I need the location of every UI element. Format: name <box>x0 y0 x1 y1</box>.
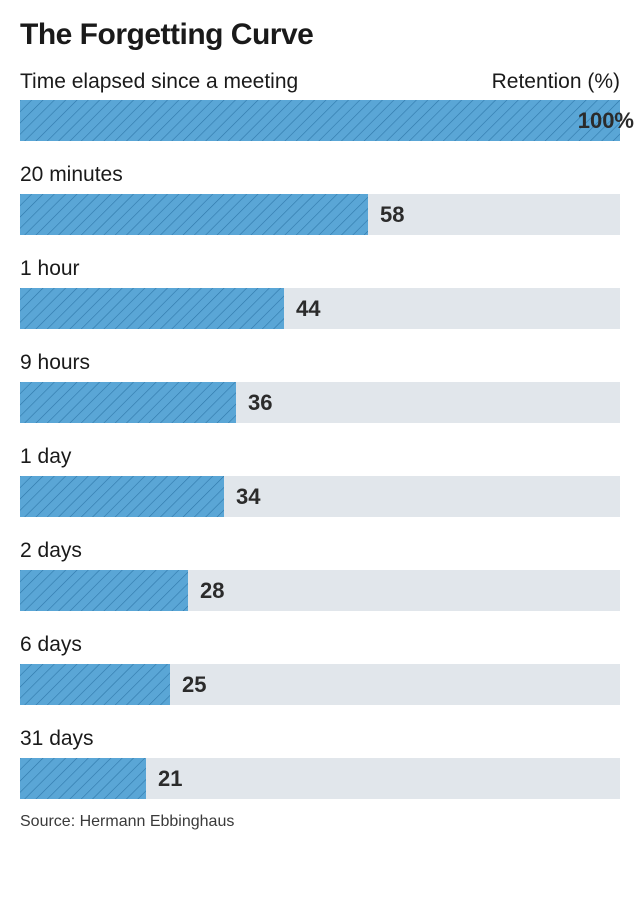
bar-label: 20 minutes <box>20 163 620 189</box>
bar-fill <box>20 758 146 799</box>
bar-row: 31 days 21 <box>20 727 620 799</box>
bar-track: 100% <box>20 100 620 141</box>
y-axis-label: Retention (%) <box>492 70 620 94</box>
bar-fill <box>20 194 368 235</box>
bar-fill <box>20 476 224 517</box>
x-axis-label: Time elapsed since a meeting <box>20 70 298 94</box>
bar-label: 31 days <box>20 727 620 753</box>
bar-fill <box>20 382 236 423</box>
bar-label: 1 hour <box>20 257 620 283</box>
bar-row: 100% <box>20 100 620 141</box>
bar-fill <box>20 288 284 329</box>
bar-fill <box>20 570 188 611</box>
axis-labels: Time elapsed since a meeting Retention (… <box>20 70 620 94</box>
bar-row: 6 days 25 <box>20 633 620 705</box>
bar-value: 21 <box>158 766 182 792</box>
bar-value: 44 <box>296 296 320 322</box>
chart-container: The Forgetting Curve Time elapsed since … <box>0 0 640 843</box>
bar-track: 21 <box>20 758 620 799</box>
bar-value: 58 <box>380 202 404 228</box>
bar-label: 2 days <box>20 539 620 565</box>
bar-label: 6 days <box>20 633 620 659</box>
bar-track: 36 <box>20 382 620 423</box>
bar-label: 9 hours <box>20 351 620 377</box>
bar-row: 9 hours 36 <box>20 351 620 423</box>
bar-track: 25 <box>20 664 620 705</box>
bar-fill <box>20 100 620 141</box>
bar-value: 25 <box>182 672 206 698</box>
bar-row: 1 hour 44 <box>20 257 620 329</box>
bar-track: 44 <box>20 288 620 329</box>
chart-title: The Forgetting Curve <box>20 18 620 52</box>
bar-value: 100% <box>578 108 634 134</box>
bar-label: 1 day <box>20 445 620 471</box>
bar-row: 2 days 28 <box>20 539 620 611</box>
bar-row: 1 day 34 <box>20 445 620 517</box>
bar-fill <box>20 664 170 705</box>
bar-track: 58 <box>20 194 620 235</box>
bar-track: 34 <box>20 476 620 517</box>
chart-source: Source: Hermann Ebbinghaus <box>20 813 620 831</box>
bar-value: 36 <box>248 390 272 416</box>
bar-value: 34 <box>236 484 260 510</box>
bar-rows: 100% 20 minutes 58 1 hour 44 9 hours 36 1 day 34… <box>20 100 620 799</box>
bar-value: 28 <box>200 578 224 604</box>
bar-row: 20 minutes 58 <box>20 163 620 235</box>
bar-track: 28 <box>20 570 620 611</box>
